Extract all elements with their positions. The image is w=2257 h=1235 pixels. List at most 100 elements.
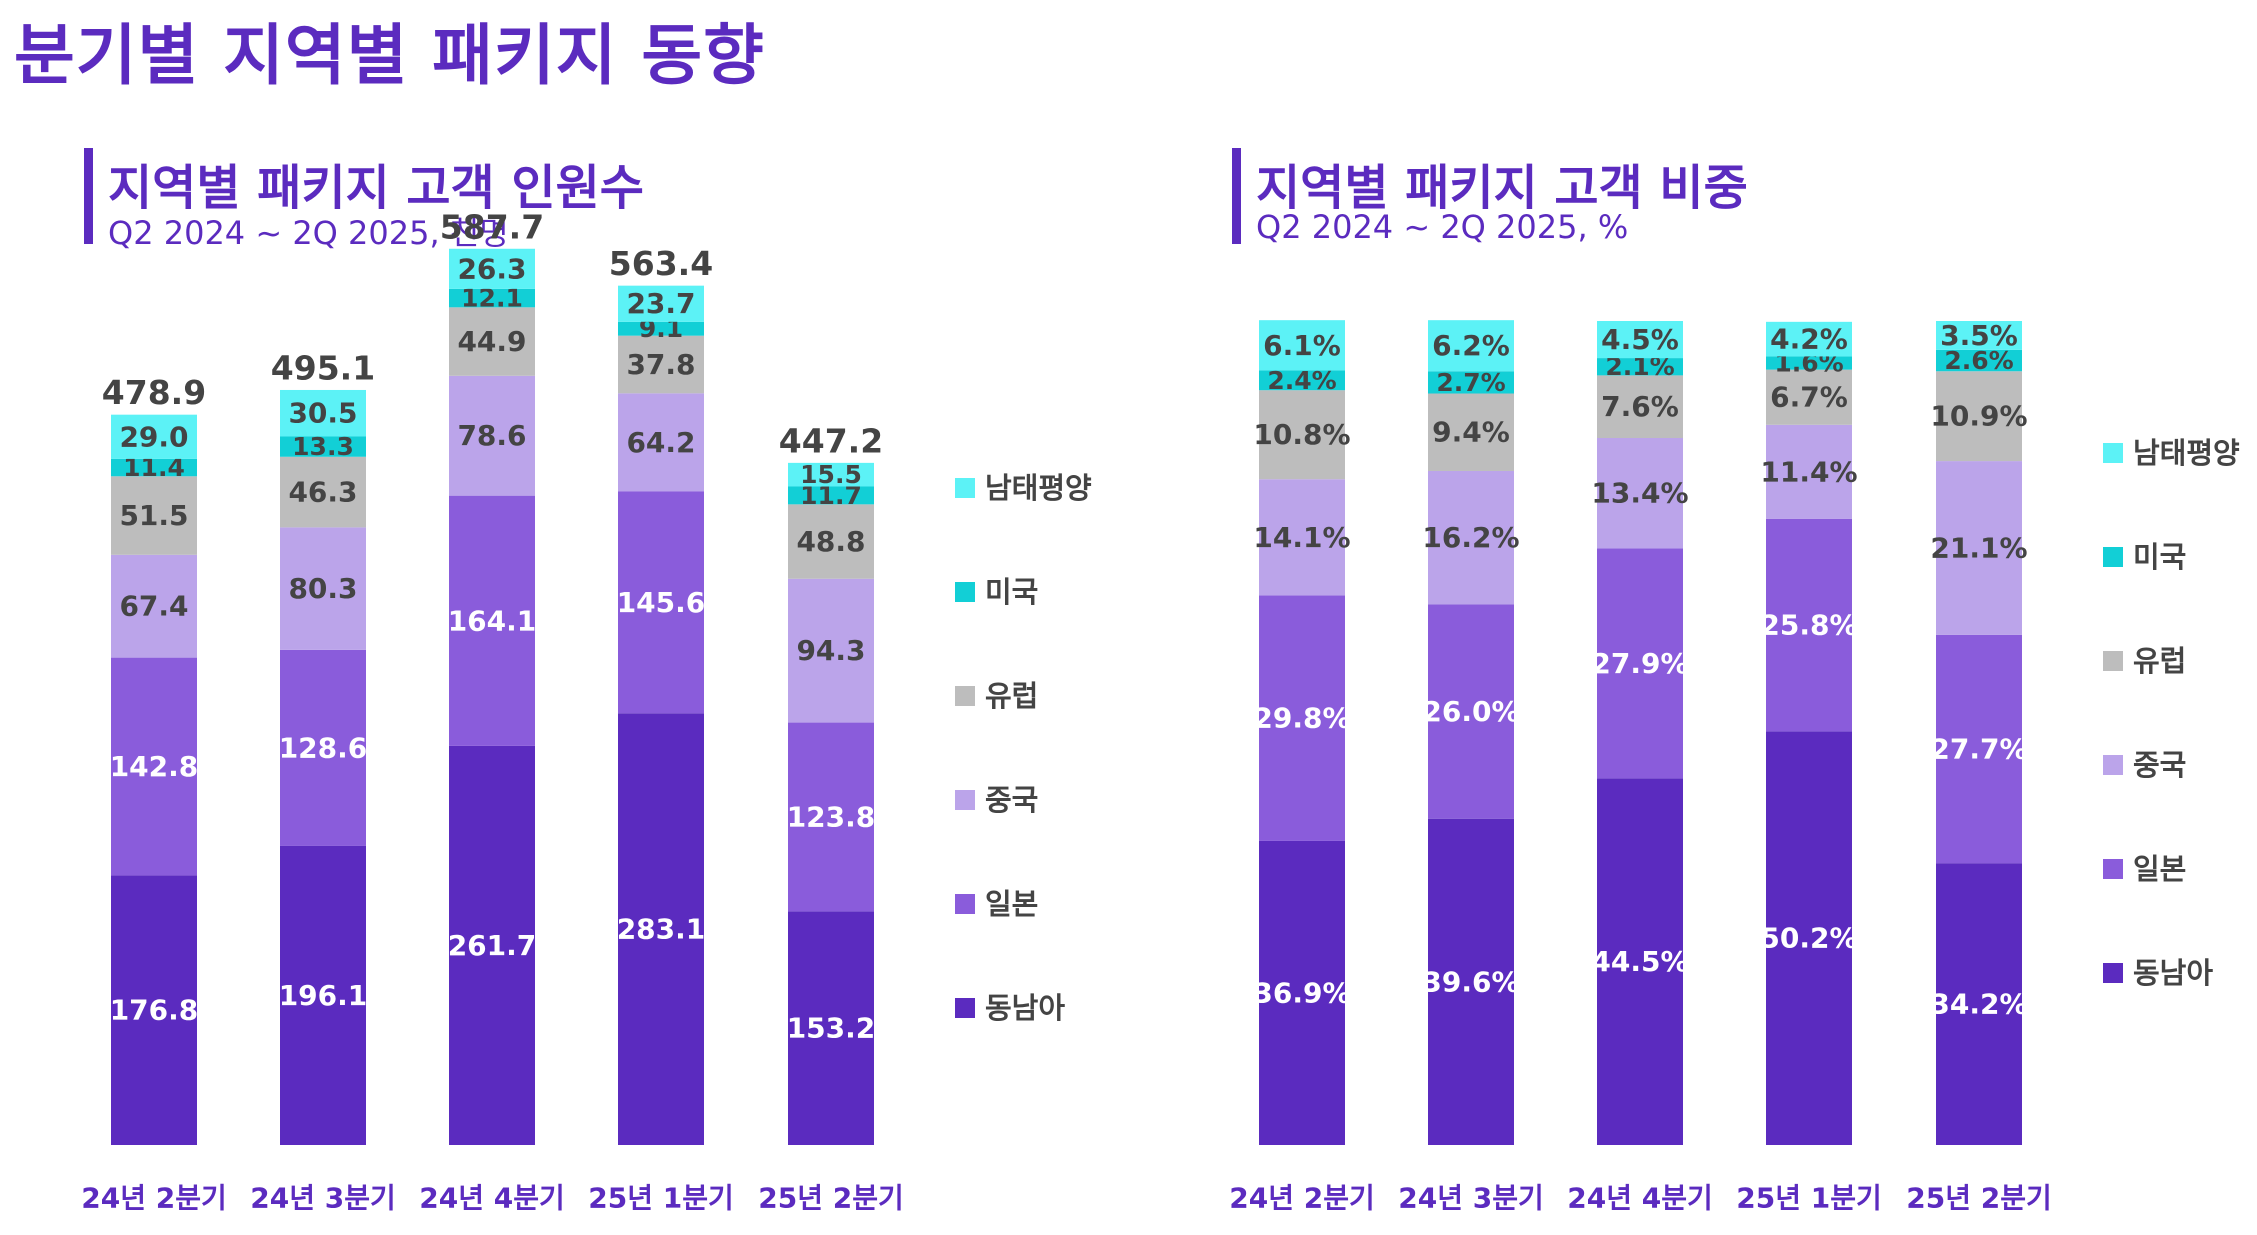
count-data-label: 78.6 xyxy=(457,419,526,452)
legend-swatch xyxy=(955,894,975,914)
legend-label: 유럽 xyxy=(2133,644,2187,678)
share-bar-segment xyxy=(1936,461,2022,635)
share-data-label: 6.2% xyxy=(1432,329,1510,362)
count-category-label: 24년 4분기 xyxy=(419,1182,564,1215)
share-data-label: 10.9% xyxy=(1930,400,2027,433)
count-data-label: 48.8 xyxy=(796,525,865,558)
share-data-label: 26.0% xyxy=(1422,695,1519,728)
count-data-label: 123.8 xyxy=(787,800,876,833)
legend-label: 중국 xyxy=(2133,748,2187,782)
share-data-label: 36.9% xyxy=(1253,976,1350,1009)
share-data-label: 2.7% xyxy=(1436,368,1505,397)
share-category-label: 25년 1분기 xyxy=(1736,1182,1881,1215)
count-bar-segment xyxy=(280,527,366,650)
share-data-label: 29.8% xyxy=(1253,702,1350,735)
share-data-label: 2.6% xyxy=(1944,346,2013,375)
share-bar-segment xyxy=(1259,595,1345,841)
count-bar-segment xyxy=(788,504,874,579)
count-category-label: 25년 2분기 xyxy=(758,1182,903,1215)
count-data-label: 164.1 xyxy=(448,604,537,637)
share-category-label: 24년 3분기 xyxy=(1398,1182,1543,1215)
count-data-label: 261.7 xyxy=(448,929,537,962)
count-bar-segment xyxy=(280,845,366,1145)
count-data-label: 142.8 xyxy=(110,750,199,783)
count-bar-segment xyxy=(280,389,366,437)
share-bar-segment xyxy=(1597,358,1683,376)
count-data-label: 94.3 xyxy=(796,634,865,667)
count-data-label: 64.2 xyxy=(626,426,695,459)
share-data-label: 4.5% xyxy=(1601,323,1679,356)
count-total-label: 478.9 xyxy=(102,373,206,412)
share-data-label: 4.2% xyxy=(1770,323,1848,356)
count-category-label: 24년 3분기 xyxy=(250,1182,395,1215)
count-data-label: 13.3 xyxy=(292,432,354,461)
share-bar-segment xyxy=(1766,321,1852,357)
legend-swatch xyxy=(955,998,975,1018)
count-total-label: 563.4 xyxy=(609,244,713,283)
share-bar-segment xyxy=(1766,424,1852,519)
share-panel-title: 지역별 패키지 고객 비중 xyxy=(1256,160,1748,216)
count-bar-segment xyxy=(788,462,874,487)
share-data-label: 25.8% xyxy=(1760,609,1857,642)
share-data-label: 10.8% xyxy=(1253,418,1350,451)
share-category-label: 25년 2분기 xyxy=(1906,1182,2051,1215)
count-data-label: 26.3 xyxy=(457,252,526,285)
share-data-label: 3.5% xyxy=(1940,319,2018,352)
share-data-label: 7.6% xyxy=(1601,390,1679,423)
count-bar-segment xyxy=(111,875,197,1145)
count-bar-segment xyxy=(280,649,366,846)
count-bar-segment xyxy=(788,578,874,723)
count-bar-segment xyxy=(788,486,874,505)
count-data-label: 176.8 xyxy=(110,994,199,1027)
count-bar-segment xyxy=(449,745,535,1145)
legend-label: 중국 xyxy=(985,783,1039,817)
legend-swatch xyxy=(2103,651,2123,671)
count-data-label: 51.5 xyxy=(119,499,188,532)
share-bar-segment xyxy=(1766,731,1852,1145)
legend-label: 남태평양 xyxy=(2133,436,2240,470)
count-bar-segment xyxy=(111,414,197,459)
legend-swatch xyxy=(955,582,975,602)
count-data-label: 67.4 xyxy=(119,590,188,623)
legend-label: 일본 xyxy=(985,887,1039,921)
share-data-label: 2.4% xyxy=(1267,366,1336,395)
count-data-label: 30.5 xyxy=(288,397,357,430)
legend-label: 일본 xyxy=(2133,852,2187,886)
share-bar-segment xyxy=(1428,320,1514,372)
count-bar-segment xyxy=(111,554,197,658)
count-bar-segment xyxy=(788,911,874,1145)
count-data-label: 29.0 xyxy=(119,420,188,453)
legend-swatch xyxy=(2103,755,2123,775)
count-data-label: 283.1 xyxy=(617,913,706,946)
count-bar-segment xyxy=(111,476,197,555)
share-data-label: 21.1% xyxy=(1930,532,2027,565)
count-bar-segment xyxy=(449,307,535,376)
share-data-label: 27.9% xyxy=(1591,647,1688,680)
count-panel-title: 지역별 패키지 고객 인원수 xyxy=(108,160,644,216)
share-data-label: 6.1% xyxy=(1263,329,1341,362)
legend-swatch xyxy=(955,790,975,810)
page-title: 분기별 지역별 패키지 동향 xyxy=(14,17,765,94)
share-bar-segment xyxy=(1766,369,1852,425)
share-bar-segment xyxy=(1259,370,1345,391)
share-data-label: 39.6% xyxy=(1422,965,1519,998)
share-data-label: 50.2% xyxy=(1760,922,1857,955)
count-bar-segment xyxy=(618,285,704,322)
count-bar-segment xyxy=(280,436,366,457)
share-data-label: 27.7% xyxy=(1930,733,2027,766)
share-data-label: 11.4% xyxy=(1760,455,1857,488)
count-bar-segment xyxy=(280,456,366,528)
legend-label: 미국 xyxy=(2133,540,2187,574)
count-data-label: 15.5 xyxy=(800,460,862,489)
count-bar-segment xyxy=(449,495,535,746)
legend-swatch xyxy=(2103,443,2123,463)
legend-swatch xyxy=(955,478,975,498)
share-bar-segment xyxy=(1597,321,1683,359)
share-bar-segment xyxy=(1597,548,1683,779)
count-bar-segment xyxy=(618,491,704,714)
count-data-label: 23.7 xyxy=(626,287,695,320)
accent-bar xyxy=(84,148,93,244)
count-data-label: 145.6 xyxy=(617,586,706,619)
count-data-label: 153.2 xyxy=(787,1012,876,1045)
accent-bar xyxy=(1232,148,1241,244)
